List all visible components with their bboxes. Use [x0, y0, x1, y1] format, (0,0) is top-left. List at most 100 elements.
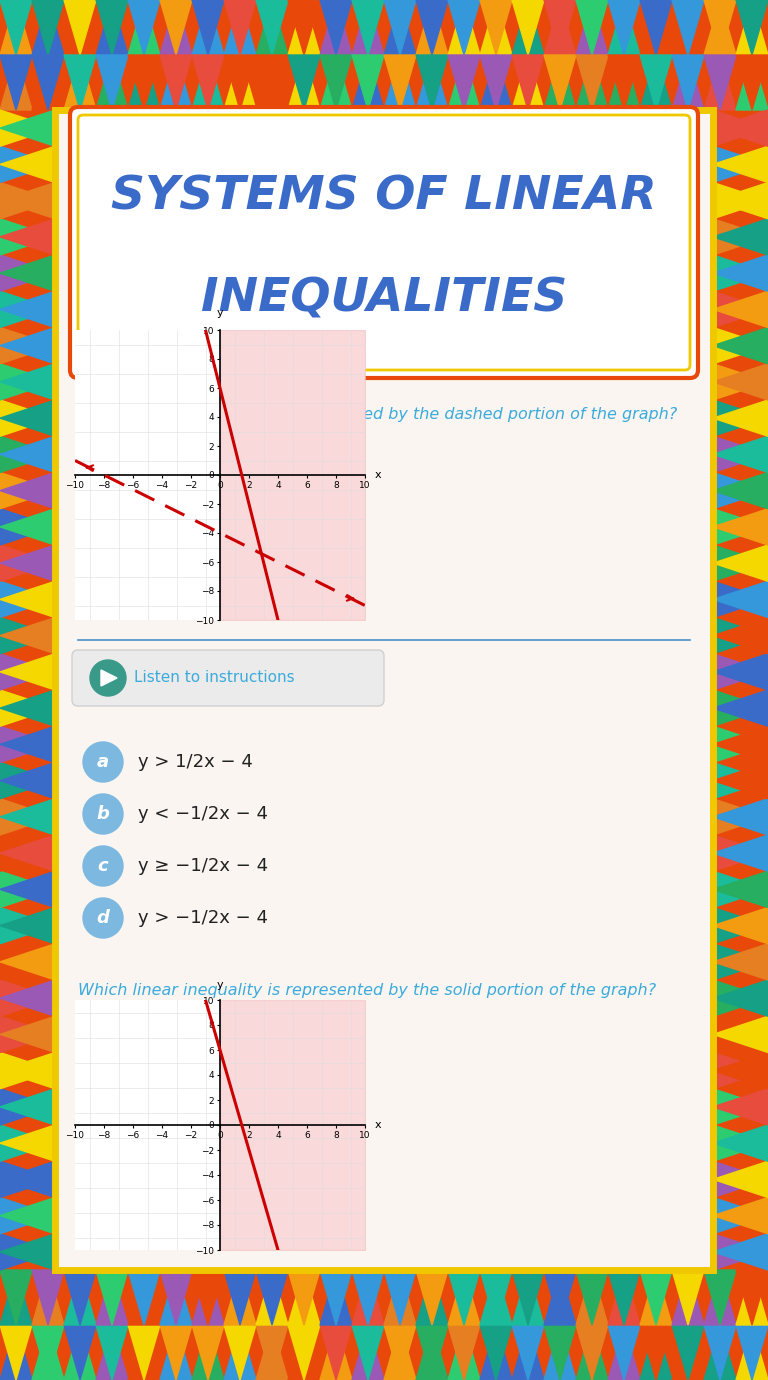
Polygon shape — [352, 0, 384, 55]
Polygon shape — [352, 1325, 384, 1380]
Polygon shape — [96, 0, 128, 55]
Polygon shape — [0, 1198, 55, 1234]
Polygon shape — [96, 55, 128, 110]
Polygon shape — [224, 1270, 256, 1325]
Polygon shape — [160, 1270, 192, 1325]
Polygon shape — [32, 1270, 64, 1325]
Polygon shape — [713, 364, 768, 400]
Polygon shape — [512, 1270, 544, 1325]
Text: Listen to instructions: Listen to instructions — [134, 671, 295, 686]
Polygon shape — [0, 291, 55, 327]
Polygon shape — [128, 55, 160, 110]
Polygon shape — [0, 799, 55, 835]
Polygon shape — [713, 944, 768, 980]
Polygon shape — [0, 835, 55, 871]
Polygon shape — [512, 0, 544, 55]
Polygon shape — [0, 0, 32, 55]
Text: d: d — [97, 909, 109, 927]
Polygon shape — [544, 0, 576, 55]
Polygon shape — [713, 835, 768, 871]
Polygon shape — [0, 1161, 55, 1198]
Polygon shape — [0, 182, 55, 219]
Circle shape — [83, 793, 123, 834]
Polygon shape — [0, 1053, 55, 1089]
Polygon shape — [713, 436, 768, 472]
Polygon shape — [0, 1270, 32, 1325]
Polygon shape — [512, 1325, 544, 1380]
Polygon shape — [713, 690, 768, 726]
Polygon shape — [713, 1198, 768, 1234]
Polygon shape — [512, 55, 544, 110]
Polygon shape — [96, 1270, 128, 1325]
Polygon shape — [320, 0, 352, 55]
Polygon shape — [224, 1325, 256, 1380]
Polygon shape — [713, 944, 768, 980]
Bar — [55, 110, 713, 1270]
Polygon shape — [576, 1270, 608, 1325]
Polygon shape — [713, 763, 768, 799]
Polygon shape — [0, 1325, 32, 1380]
Polygon shape — [713, 1089, 768, 1125]
Polygon shape — [713, 581, 768, 617]
Polygon shape — [288, 1270, 320, 1325]
Polygon shape — [713, 327, 768, 364]
Polygon shape — [0, 799, 55, 835]
Polygon shape — [713, 980, 768, 1016]
Text: Which linear inequality is represented by the solid portion of the graph?: Which linear inequality is represented b… — [78, 983, 656, 998]
Polygon shape — [64, 1325, 96, 1380]
Polygon shape — [576, 1325, 608, 1380]
Polygon shape — [0, 146, 55, 182]
Polygon shape — [352, 1270, 384, 1325]
Polygon shape — [512, 1325, 544, 1380]
Polygon shape — [384, 1270, 416, 1325]
Polygon shape — [480, 55, 512, 110]
Polygon shape — [256, 0, 288, 55]
Polygon shape — [64, 0, 96, 55]
Polygon shape — [128, 55, 160, 110]
Polygon shape — [544, 55, 576, 110]
Polygon shape — [713, 980, 768, 1016]
Polygon shape — [672, 1325, 704, 1380]
Polygon shape — [0, 581, 55, 617]
Polygon shape — [713, 1161, 768, 1198]
Text: y ≥ −1/2x − 4: y ≥ −1/2x − 4 — [138, 857, 268, 875]
Polygon shape — [713, 472, 768, 509]
Polygon shape — [0, 654, 55, 690]
Text: c: c — [98, 857, 108, 875]
Polygon shape — [0, 364, 55, 400]
Polygon shape — [640, 1270, 672, 1325]
Polygon shape — [704, 1325, 736, 1380]
Polygon shape — [256, 1325, 288, 1380]
Polygon shape — [192, 1325, 224, 1380]
Polygon shape — [192, 55, 224, 110]
Bar — [55, 110, 713, 1270]
Polygon shape — [736, 1270, 768, 1325]
Polygon shape — [256, 0, 288, 55]
Polygon shape — [0, 690, 55, 726]
Polygon shape — [192, 0, 224, 55]
Polygon shape — [416, 1325, 448, 1380]
Polygon shape — [713, 509, 768, 545]
Polygon shape — [672, 1325, 704, 1380]
Polygon shape — [608, 1325, 640, 1380]
Polygon shape — [0, 871, 55, 908]
Polygon shape — [672, 1270, 704, 1325]
Polygon shape — [256, 1270, 288, 1325]
Polygon shape — [713, 110, 768, 146]
Polygon shape — [576, 55, 608, 110]
Polygon shape — [0, 1053, 55, 1089]
Polygon shape — [0, 219, 55, 255]
Polygon shape — [352, 55, 384, 110]
Text: INEQUALITIES: INEQUALITIES — [201, 276, 567, 322]
Polygon shape — [704, 55, 736, 110]
Polygon shape — [0, 1325, 32, 1380]
Polygon shape — [0, 1270, 32, 1325]
Polygon shape — [713, 617, 768, 654]
Polygon shape — [288, 0, 320, 55]
Polygon shape — [32, 1325, 64, 1380]
Polygon shape — [713, 219, 768, 255]
Polygon shape — [96, 1325, 128, 1380]
Polygon shape — [0, 726, 55, 763]
Polygon shape — [713, 182, 768, 219]
Polygon shape — [320, 1270, 352, 1325]
